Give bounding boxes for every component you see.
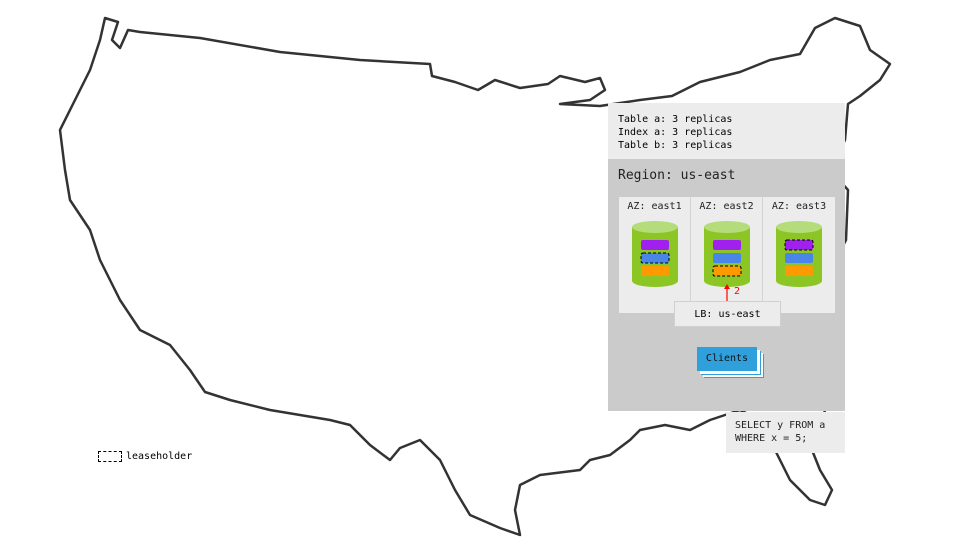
request-arrow (724, 284, 730, 301)
az-label: AZ: east1 (627, 201, 682, 212)
leaseholder-label: leaseholder (126, 451, 193, 462)
legend-table-a: Table a: 3 replicas (618, 114, 733, 125)
query-line: SELECT y FROM a (735, 420, 826, 431)
replica-table-a-leaseholder (784, 239, 814, 251)
legend-table-b: Table b: 3 replicas (618, 140, 733, 151)
replica-table-b (785, 266, 813, 276)
replica-table-b-leaseholder (712, 265, 742, 277)
database-node-icon (632, 221, 678, 287)
database-node-icon (776, 221, 822, 287)
az-label: AZ: east3 (771, 201, 827, 212)
database-node-icon (704, 221, 750, 287)
dashed-box-icon (98, 451, 122, 462)
replica-index-a-leaseholder (640, 252, 670, 264)
replica-table-b (641, 266, 669, 276)
query-line: WHERE x = 5; (735, 433, 808, 444)
az-east1: AZ: east1 (619, 197, 691, 313)
replica-table-a (713, 240, 741, 250)
region-title: Region: us-east (618, 168, 736, 183)
replica-index-a (713, 253, 741, 263)
clients-box: Clients (697, 347, 757, 371)
load-balancer: LB: us-east (674, 301, 781, 327)
replica-index-a (785, 253, 813, 263)
replica-table-a (641, 240, 669, 250)
az-east3: AZ: east3 (763, 197, 835, 313)
arrow-label: 2 (734, 286, 741, 297)
az-label: AZ: east2 (699, 201, 754, 212)
az-east2: AZ: east2 (691, 197, 763, 313)
leaseholder-legend: leaseholder (98, 451, 192, 462)
sql-query: SELECT y FROM a WHERE x = 5; (726, 412, 845, 453)
legend-index-a: Index a: 3 replicas (618, 127, 733, 138)
availability-zones: AZ: east1 AZ: east2 AZ: east3 (619, 197, 835, 313)
replica-legend: Table a: 3 replicas Index a: 3 replicas … (608, 103, 845, 159)
